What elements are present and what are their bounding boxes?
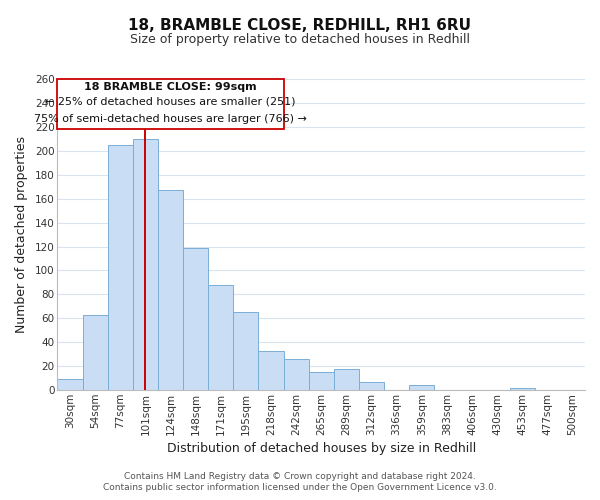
Text: 18 BRAMBLE CLOSE: 99sqm: 18 BRAMBLE CLOSE: 99sqm (84, 82, 257, 92)
Y-axis label: Number of detached properties: Number of detached properties (15, 136, 28, 333)
Bar (284, 359, 308, 390)
Bar (158, 190, 183, 390)
Bar (58, 380, 83, 390)
Bar (183, 248, 208, 390)
Bar (334, 368, 359, 390)
Text: Contains public sector information licensed under the Open Government Licence v3: Contains public sector information licen… (103, 484, 497, 492)
Text: Contains HM Land Registry data © Crown copyright and database right 2024.: Contains HM Land Registry data © Crown c… (124, 472, 476, 481)
Bar (359, 382, 384, 390)
Bar (233, 312, 259, 390)
Bar (83, 315, 108, 390)
Bar (509, 388, 535, 390)
Bar (208, 285, 233, 390)
Bar (308, 372, 334, 390)
Bar (259, 350, 284, 390)
Bar (409, 386, 434, 390)
Bar (108, 145, 133, 390)
Text: ← 25% of detached houses are smaller (251): ← 25% of detached houses are smaller (25… (45, 96, 296, 106)
Text: Size of property relative to detached houses in Redhill: Size of property relative to detached ho… (130, 32, 470, 46)
Bar (133, 139, 158, 390)
Text: 18, BRAMBLE CLOSE, REDHILL, RH1 6RU: 18, BRAMBLE CLOSE, REDHILL, RH1 6RU (128, 18, 472, 32)
X-axis label: Distribution of detached houses by size in Redhill: Distribution of detached houses by size … (167, 442, 476, 455)
Text: 75% of semi-detached houses are larger (766) →: 75% of semi-detached houses are larger (… (34, 114, 307, 124)
